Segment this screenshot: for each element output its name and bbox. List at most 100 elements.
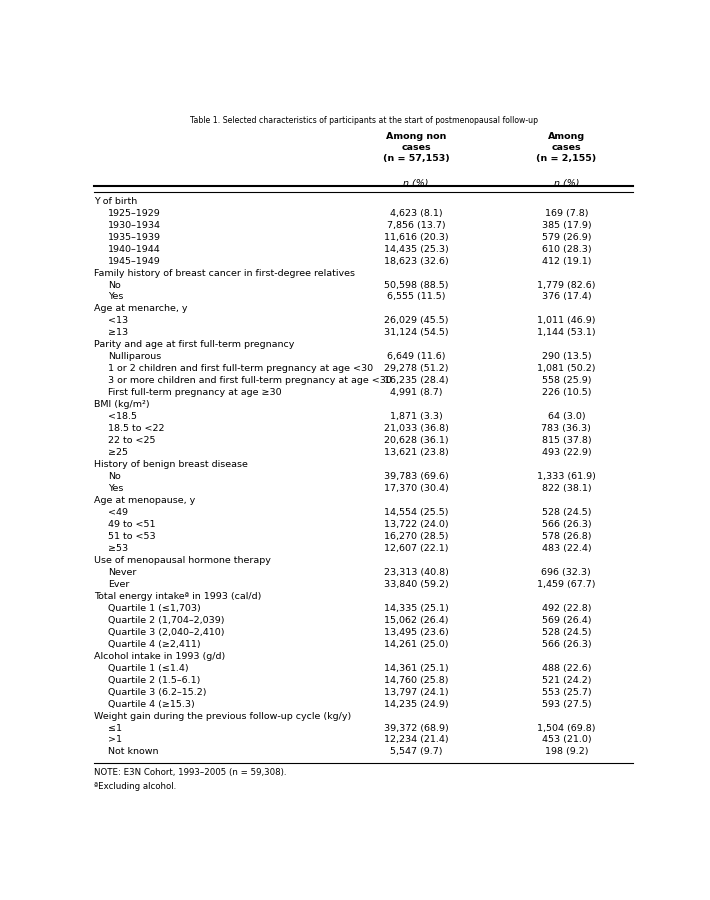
Text: 783 (36.3): 783 (36.3) <box>542 424 591 433</box>
Text: 12,607 (22.1): 12,607 (22.1) <box>384 544 449 553</box>
Text: Nulliparous: Nulliparous <box>108 352 161 361</box>
Text: Among non
cases
(n = 57,153): Among non cases (n = 57,153) <box>383 132 449 164</box>
Text: 412 (19.1): 412 (19.1) <box>542 256 591 266</box>
Text: Y of birth: Y of birth <box>94 197 138 206</box>
Text: Weight gain during the previous follow-up cycle (kg/y): Weight gain during the previous follow-u… <box>94 712 351 721</box>
Text: >1: >1 <box>108 735 122 744</box>
Text: 6,555 (11.5): 6,555 (11.5) <box>387 292 445 302</box>
Text: ≤1: ≤1 <box>108 724 122 733</box>
Text: Use of menopausal hormone therapy: Use of menopausal hormone therapy <box>94 556 271 565</box>
Text: 1,144 (53.1): 1,144 (53.1) <box>537 328 596 338</box>
Text: Quartile 3 (2,040–2,410): Quartile 3 (2,040–2,410) <box>108 627 224 636</box>
Text: 18.5 to <22: 18.5 to <22 <box>108 424 165 433</box>
Text: 385 (17.9): 385 (17.9) <box>542 220 591 230</box>
Text: Alcohol intake in 1993 (g/d): Alcohol intake in 1993 (g/d) <box>94 652 226 661</box>
Text: 483 (22.4): 483 (22.4) <box>542 544 591 553</box>
Text: 492 (22.8): 492 (22.8) <box>542 604 591 613</box>
Text: 18,623 (32.6): 18,623 (32.6) <box>384 256 449 266</box>
Text: History of benign breast disease: History of benign breast disease <box>94 460 248 469</box>
Text: 49 to <51: 49 to <51 <box>108 520 155 529</box>
Text: 822 (38.1): 822 (38.1) <box>542 484 591 493</box>
Text: 1,779 (82.6): 1,779 (82.6) <box>537 281 596 290</box>
Text: 14,361 (25.1): 14,361 (25.1) <box>384 663 449 672</box>
Text: 578 (26.8): 578 (26.8) <box>542 532 591 541</box>
Text: 226 (10.5): 226 (10.5) <box>542 388 591 397</box>
Text: 17,370 (30.4): 17,370 (30.4) <box>384 484 449 493</box>
Text: ≥13: ≥13 <box>108 328 128 338</box>
Text: 4,991 (8.7): 4,991 (8.7) <box>390 388 442 397</box>
Text: 29,278 (51.2): 29,278 (51.2) <box>384 364 449 373</box>
Text: BMI (kg/m²): BMI (kg/m²) <box>94 400 150 410</box>
Text: 1930–1934: 1930–1934 <box>108 220 161 230</box>
Text: 14,235 (24.9): 14,235 (24.9) <box>384 699 449 708</box>
Text: 1,333 (61.9): 1,333 (61.9) <box>537 472 596 482</box>
Text: 593 (27.5): 593 (27.5) <box>542 699 591 708</box>
Text: 528 (24.5): 528 (24.5) <box>542 627 591 636</box>
Text: 6,649 (11.6): 6,649 (11.6) <box>387 352 445 361</box>
Text: n (%): n (%) <box>403 179 429 188</box>
Text: 1935–1939: 1935–1939 <box>108 232 161 241</box>
Text: 579 (26.9): 579 (26.9) <box>542 232 591 241</box>
Text: 1945–1949: 1945–1949 <box>108 256 160 266</box>
Text: Quartile 4 (≥15.3): Quartile 4 (≥15.3) <box>108 699 195 708</box>
Text: 1925–1929: 1925–1929 <box>108 209 160 218</box>
Text: Yes: Yes <box>108 292 124 302</box>
Text: 290 (13.5): 290 (13.5) <box>542 352 591 361</box>
Text: 610 (28.3): 610 (28.3) <box>542 245 591 254</box>
Text: Quartile 2 (1,704–2,039): Quartile 2 (1,704–2,039) <box>108 616 224 625</box>
Text: NOTE: E3N Cohort, 1993–2005 (n = 59,308).: NOTE: E3N Cohort, 1993–2005 (n = 59,308)… <box>94 769 287 778</box>
Text: 14,554 (25.5): 14,554 (25.5) <box>384 508 449 517</box>
Text: 528 (24.5): 528 (24.5) <box>542 508 591 517</box>
Text: 521 (24.2): 521 (24.2) <box>542 676 591 685</box>
Text: 198 (9.2): 198 (9.2) <box>545 747 588 756</box>
Text: 569 (26.4): 569 (26.4) <box>542 616 591 625</box>
Text: Quartile 1 (≤1.4): Quartile 1 (≤1.4) <box>108 663 189 672</box>
Text: <13: <13 <box>108 317 128 326</box>
Text: 1,459 (67.7): 1,459 (67.7) <box>537 580 596 589</box>
Text: 4,623 (8.1): 4,623 (8.1) <box>390 209 442 218</box>
Text: ≥25: ≥25 <box>108 448 128 457</box>
Text: Quartile 2 (1.5–6.1): Quartile 2 (1.5–6.1) <box>108 676 200 685</box>
Text: ≥53: ≥53 <box>108 544 128 553</box>
Text: 14,261 (25.0): 14,261 (25.0) <box>384 640 449 649</box>
Text: 815 (37.8): 815 (37.8) <box>542 436 591 446</box>
Text: Quartile 4 (≥2,411): Quartile 4 (≥2,411) <box>108 640 201 649</box>
Text: No: No <box>108 281 121 290</box>
Text: 64 (3.0): 64 (3.0) <box>547 412 585 421</box>
Text: No: No <box>108 472 121 482</box>
Text: Table 1. Selected characteristics of participants at the start of postmenopausal: Table 1. Selected characteristics of par… <box>190 116 538 125</box>
Text: Ever: Ever <box>108 580 129 589</box>
Text: 26,029 (45.5): 26,029 (45.5) <box>384 317 449 326</box>
Text: ªExcluding alcohol.: ªExcluding alcohol. <box>94 782 177 791</box>
Text: 14,760 (25.8): 14,760 (25.8) <box>384 676 449 685</box>
Text: 1,504 (69.8): 1,504 (69.8) <box>537 724 596 733</box>
Text: 453 (21.0): 453 (21.0) <box>542 735 591 744</box>
Text: Age at menarche, y: Age at menarche, y <box>94 304 187 313</box>
Text: Parity and age at first full-term pregnancy: Parity and age at first full-term pregna… <box>94 340 295 349</box>
Text: 31,124 (54.5): 31,124 (54.5) <box>384 328 449 338</box>
Text: <49: <49 <box>108 508 128 517</box>
Text: 12,234 (21.4): 12,234 (21.4) <box>384 735 449 744</box>
Text: Among
cases
(n = 2,155): Among cases (n = 2,155) <box>536 132 596 164</box>
Text: 376 (17.4): 376 (17.4) <box>542 292 591 302</box>
Text: 169 (7.8): 169 (7.8) <box>545 209 588 218</box>
Text: 16,270 (28.5): 16,270 (28.5) <box>384 532 449 541</box>
Text: Yes: Yes <box>108 484 124 493</box>
Text: Total energy intakeª in 1993 (cal/d): Total energy intakeª in 1993 (cal/d) <box>94 592 261 601</box>
Text: 13,495 (23.6): 13,495 (23.6) <box>384 627 449 636</box>
Text: 21,033 (36.8): 21,033 (36.8) <box>383 424 449 433</box>
Text: Family history of breast cancer in first-degree relatives: Family history of breast cancer in first… <box>94 268 355 277</box>
Text: Quartile 1 (≤1,703): Quartile 1 (≤1,703) <box>108 604 201 613</box>
Text: First full-term pregnancy at age ≥30: First full-term pregnancy at age ≥30 <box>108 388 282 397</box>
Text: 1,081 (50.2): 1,081 (50.2) <box>537 364 596 373</box>
Text: 1,871 (3.3): 1,871 (3.3) <box>390 412 442 421</box>
Text: 20,628 (36.1): 20,628 (36.1) <box>384 436 449 446</box>
Text: 1940–1944: 1940–1944 <box>108 245 160 254</box>
Text: 14,335 (25.1): 14,335 (25.1) <box>384 604 449 613</box>
Text: 558 (25.9): 558 (25.9) <box>542 376 591 385</box>
Text: 51 to <53: 51 to <53 <box>108 532 155 541</box>
Text: 13,722 (24.0): 13,722 (24.0) <box>384 520 449 529</box>
Text: 493 (22.9): 493 (22.9) <box>542 448 591 457</box>
Text: 1,011 (46.9): 1,011 (46.9) <box>537 317 596 326</box>
Text: <18.5: <18.5 <box>108 412 137 421</box>
